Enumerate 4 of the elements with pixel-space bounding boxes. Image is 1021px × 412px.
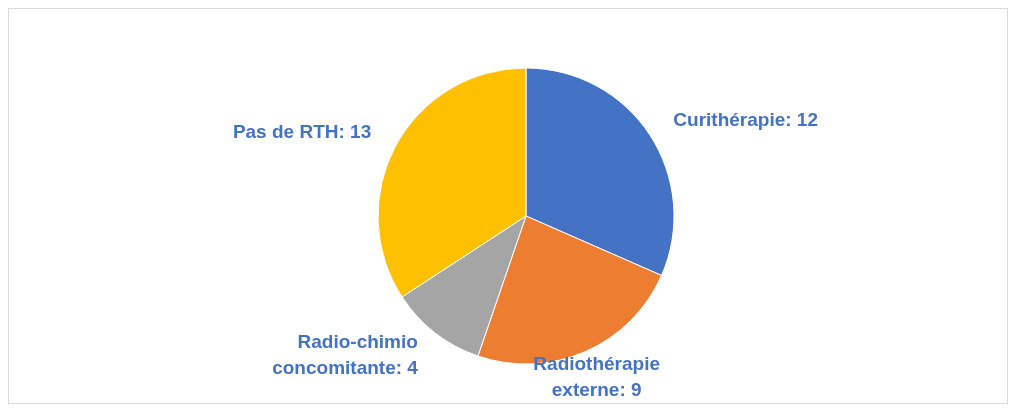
slice-label: Radio-chimio concomitante: 4 [272, 330, 419, 378]
slice-label: Pas de RTH: 13 [232, 121, 372, 143]
slice-label: Curithérapie: 12 [673, 108, 818, 130]
slice-label: Radiothérapie externe: 9 [533, 353, 661, 401]
